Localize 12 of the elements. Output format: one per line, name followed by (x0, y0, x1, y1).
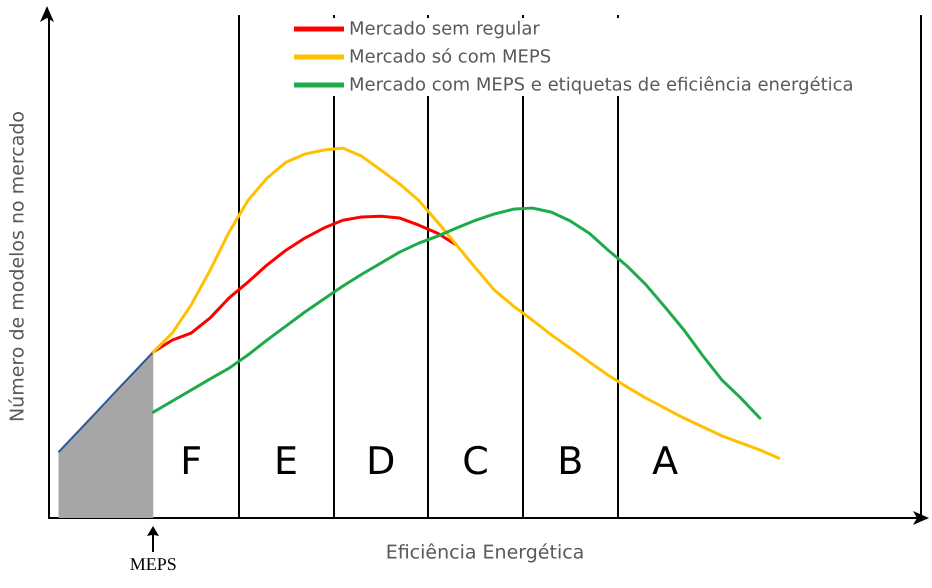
x-tick-label: F (180, 439, 202, 483)
x-tick-label: A (652, 439, 678, 483)
text: MEPS (128, 553, 178, 575)
x-tick-label: C (462, 439, 489, 483)
x-axis-title: Eficiência Energética (386, 542, 584, 564)
legend-label: Mercado com MEPS e etiquetas de eficiência energética (349, 74, 854, 96)
y-axis-title: Número de modelos no mercado (6, 110, 28, 422)
x-tick-label: B (557, 439, 584, 483)
legend-label: Mercado sem regular (349, 18, 540, 40)
x-tick-label: E (274, 439, 298, 483)
legend-label: Mercado só com MEPS (349, 46, 552, 68)
x-tick-label: D (366, 439, 396, 483)
